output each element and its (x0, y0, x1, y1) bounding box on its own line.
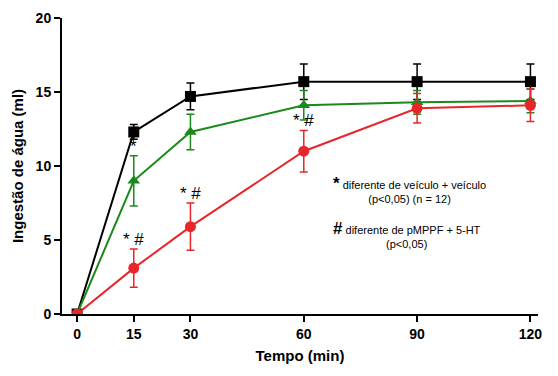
svg-text:* diferente de veículo + veícu: * diferente de veículo + veículo(p<0,05)… (333, 174, 486, 205)
svg-text:60: 60 (296, 326, 312, 342)
svg-text:* #: * # (180, 184, 201, 203)
svg-text:90: 90 (409, 326, 425, 342)
svg-text:* #: * # (123, 230, 144, 249)
svg-text:15: 15 (36, 84, 52, 100)
svg-text:*: * (130, 137, 137, 156)
svg-text:* #: * # (293, 111, 314, 130)
svg-text:5: 5 (43, 232, 51, 248)
svg-text:30: 30 (183, 326, 199, 342)
svg-text:20: 20 (36, 10, 52, 26)
svg-text:Tempo (min): Tempo (min) (256, 347, 345, 364)
svg-text:# diferente de pMPPF + 5-HT(p<: # diferente de pMPPF + 5-HT(p<0,05) (333, 219, 481, 250)
svg-text:10: 10 (36, 158, 52, 174)
svg-text:0: 0 (43, 306, 51, 322)
svg-text:0: 0 (73, 326, 81, 342)
svg-text:120: 120 (519, 326, 543, 342)
svg-text:15: 15 (126, 326, 142, 342)
svg-text:Ingestão de água (ml): Ingestão de água (ml) (9, 89, 26, 243)
